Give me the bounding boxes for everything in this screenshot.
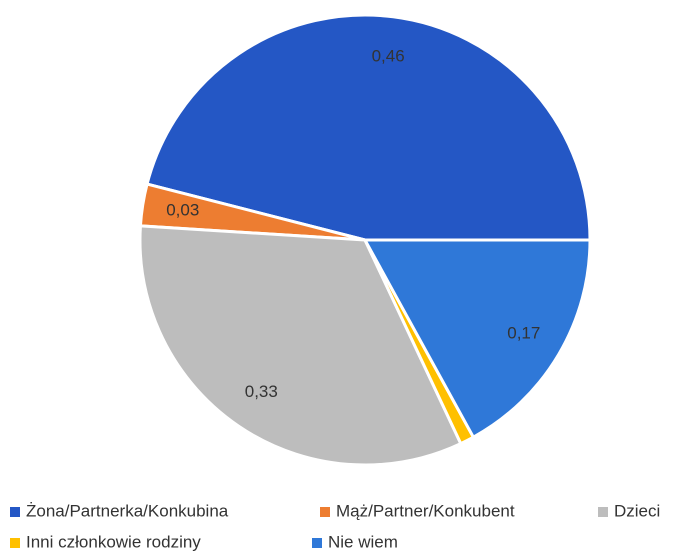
legend-label: Dzieci [614, 501, 660, 520]
pie-slice [362, 238, 592, 440]
data-label: 0,03 [166, 201, 199, 220]
legend-label: Inni członkowie rodziny [26, 532, 201, 551]
legend-swatch [10, 538, 20, 548]
legend-swatch [320, 507, 330, 517]
legend-label: Żona/Partnerka/Konkubina [26, 501, 229, 520]
legend-swatch [598, 507, 608, 517]
pie-slice [138, 224, 463, 467]
data-label: 0,46 [372, 46, 405, 65]
data-label: 0,17 [507, 323, 540, 342]
legend-swatch [312, 538, 322, 548]
pie-slice [145, 13, 592, 242]
legend-label: Nie wiem [328, 532, 398, 551]
legend-swatch [10, 507, 20, 517]
data-label: 0,33 [245, 382, 278, 401]
legend-label: Mąż/Partner/Konkubent [336, 501, 515, 520]
